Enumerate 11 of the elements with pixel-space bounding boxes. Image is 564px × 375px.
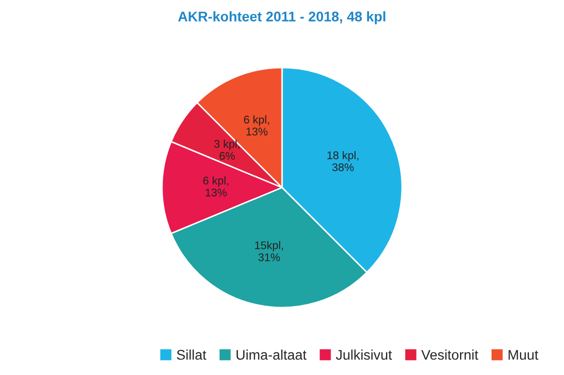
data-label: 6 kpl, 13% [203,176,228,196]
legend-label: Sillat [176,350,206,360]
data-label: 3 kpl, 6% [214,140,240,160]
chart-title: AKR-kohteet 2011 - 2018, 48 kpl [178,11,386,24]
legend-label: Uima-altaat [236,350,306,360]
legend-label: Muut [508,350,538,360]
data-label: 15kpl, 31% [255,241,283,262]
data-label: 18 kpl, 38% [327,151,358,172]
legend-label: Vesitornit [421,350,478,360]
legend-label: Julkisivut [336,350,392,360]
data-label: 6 kpl, 13% [244,115,270,136]
